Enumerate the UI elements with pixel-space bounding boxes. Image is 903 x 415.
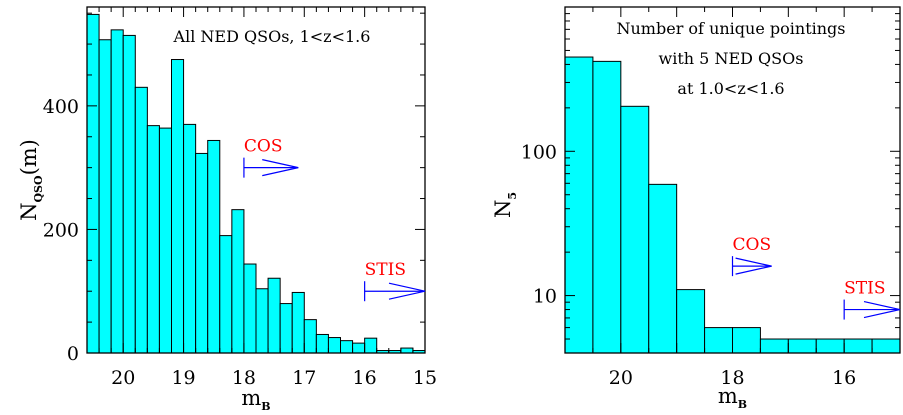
x-tick-label: 16 [353, 367, 377, 389]
x-tick-label: 16 [832, 367, 856, 389]
bar [704, 327, 733, 354]
bar [110, 29, 124, 354]
x-tick-label: 20 [609, 367, 633, 389]
bar [592, 60, 622, 354]
bar [815, 338, 845, 354]
bar [400, 347, 414, 354]
bar [98, 39, 112, 354]
annotation-label: COS [733, 235, 772, 255]
bar [843, 338, 873, 354]
annotation-cos: COS [731, 235, 772, 277]
y-axis-label: N5 [491, 192, 519, 218]
annotation-label: COS [244, 137, 283, 157]
bar [303, 319, 317, 354]
bar [207, 139, 221, 354]
annotation-stis: STIS [843, 279, 901, 320]
bar [279, 303, 293, 354]
y-tick-label: 200 [43, 219, 79, 241]
y-tick-label: 100 [521, 141, 557, 163]
y-tick-label: 400 [43, 96, 79, 118]
y-tick-label: 0 [67, 343, 79, 365]
tick-marks [86, 7, 426, 354]
bar [122, 34, 136, 354]
bar [243, 263, 257, 354]
bar [364, 337, 378, 354]
y-axis-label: NQSO(m) [17, 139, 45, 221]
chart-right-unique-pointings: 20 18 16 10 100 Number of unique pointings wit… [491, 6, 901, 411]
x-tick-label: 18 [720, 367, 744, 389]
bar [327, 337, 341, 354]
annotation-label: STIS [844, 279, 885, 299]
x-axis-label: mB [718, 384, 747, 411]
bar [620, 105, 650, 354]
bar [86, 13, 100, 354]
bar [564, 56, 594, 354]
arrow-head [863, 300, 901, 319]
chart-title-line: at 1.0<z<1.6 [677, 79, 784, 98]
bars [564, 56, 901, 354]
bar [231, 209, 245, 354]
bar [315, 333, 329, 354]
y-tick-label: 10 [533, 286, 557, 308]
bar [219, 235, 233, 354]
bars [86, 13, 426, 354]
chart-title-line: All NED QSOs, 1<z<1.6 [173, 27, 371, 46]
bar [171, 59, 185, 354]
bar [352, 342, 366, 354]
bar [291, 291, 305, 354]
bar [676, 289, 706, 354]
annotation-label: STIS [365, 260, 406, 280]
tick-marks [564, 6, 901, 354]
annotation-stis: STIS [364, 260, 426, 302]
x-tick-label: 20 [111, 367, 135, 389]
bar [146, 125, 160, 354]
x-tick-label: 18 [232, 367, 256, 389]
bar [267, 277, 281, 354]
chart-left-all-ned-qsos: 20 19 18 17 16 15 0 200 400 All NED QSOs, 1<z<1.6… [17, 6, 437, 413]
bar [732, 327, 761, 354]
bar [134, 86, 148, 354]
bar [871, 338, 901, 354]
bar [759, 338, 789, 354]
bar [340, 340, 354, 354]
x-tick-label: 19 [171, 367, 195, 389]
bar [648, 183, 678, 354]
bar [183, 123, 197, 354]
arrow-head [262, 159, 299, 177]
chart-title-line: Number of unique pointings [617, 19, 846, 38]
arrow-head [388, 282, 426, 300]
annotation-cos: COS [243, 137, 299, 178]
bar [255, 288, 269, 354]
chart-title-line: with 5 NED QSOs [659, 49, 804, 68]
arrow-head [735, 257, 772, 275]
bar [195, 152, 209, 354]
bar [787, 338, 817, 354]
x-tick-label: 17 [292, 367, 316, 389]
x-axis-label: mB [241, 386, 270, 413]
bar [158, 127, 173, 354]
x-tick-label: 15 [413, 367, 437, 389]
